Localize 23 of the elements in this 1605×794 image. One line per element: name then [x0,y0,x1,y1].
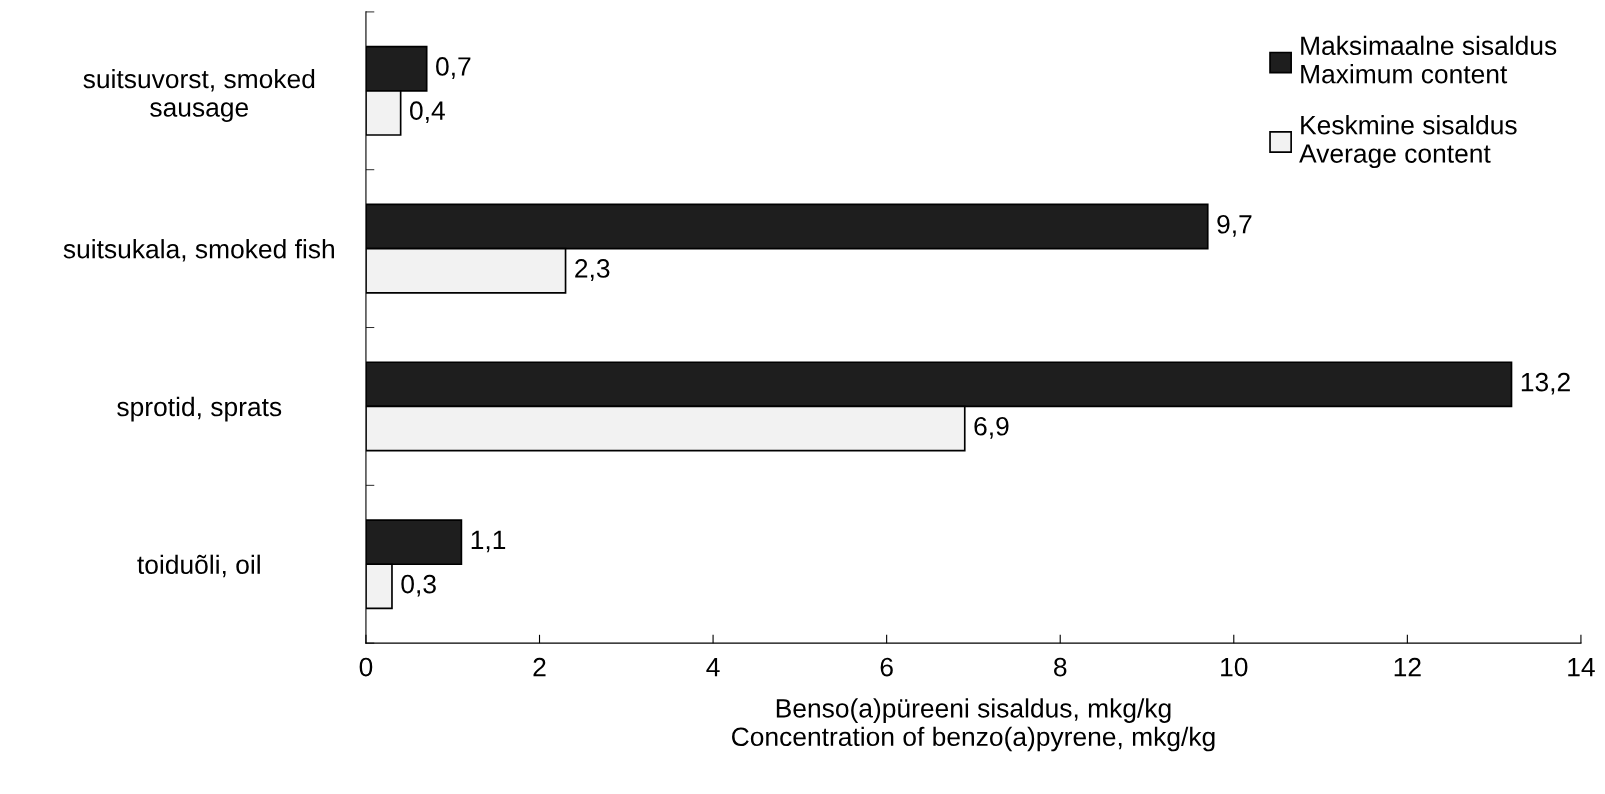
y-tick-label: toiduõli, oil [137,554,260,578]
x-tick-label: 14 [1568,658,1595,677]
x-tick-label: 0 [359,657,373,677]
data-label: 0,3 [401,574,436,597]
x-tick-label: 12 [1394,657,1421,677]
x-tick-label: 4 [706,658,720,677]
legend-label: Keskmine sisaldus Average content [1299,115,1517,169]
data-label: 1,1 [471,530,506,553]
x-tick-label: 10 [1221,657,1248,677]
data-label: 9,7 [1217,214,1252,237]
x-tick-label: 6 [880,657,893,677]
x-axis-title: Benso(a)püreeni sisaldus, mkg/kg Concentration of benzo(a)pyrene, mkg/kg [732,698,1215,752]
data-label: 13,2 [1521,372,1570,395]
data-label: 6,9 [974,416,1009,439]
y-tick-label: suitsukala, smoked fish [63,239,334,262]
data-label: 2,3 [575,259,610,281]
data-label: 0,7 [436,57,471,79]
x-tick-label: 2 [533,657,546,677]
legend-label: Maksimaalne sisaldus Maximum content [1301,35,1557,84]
data-label: 0,4 [410,101,445,124]
y-tick-label: sprotid, sprats [117,396,282,422]
y-tick-label: suitsuvorst, smoked sausage [83,68,315,122]
x-tick-label: 8 [1054,657,1067,677]
